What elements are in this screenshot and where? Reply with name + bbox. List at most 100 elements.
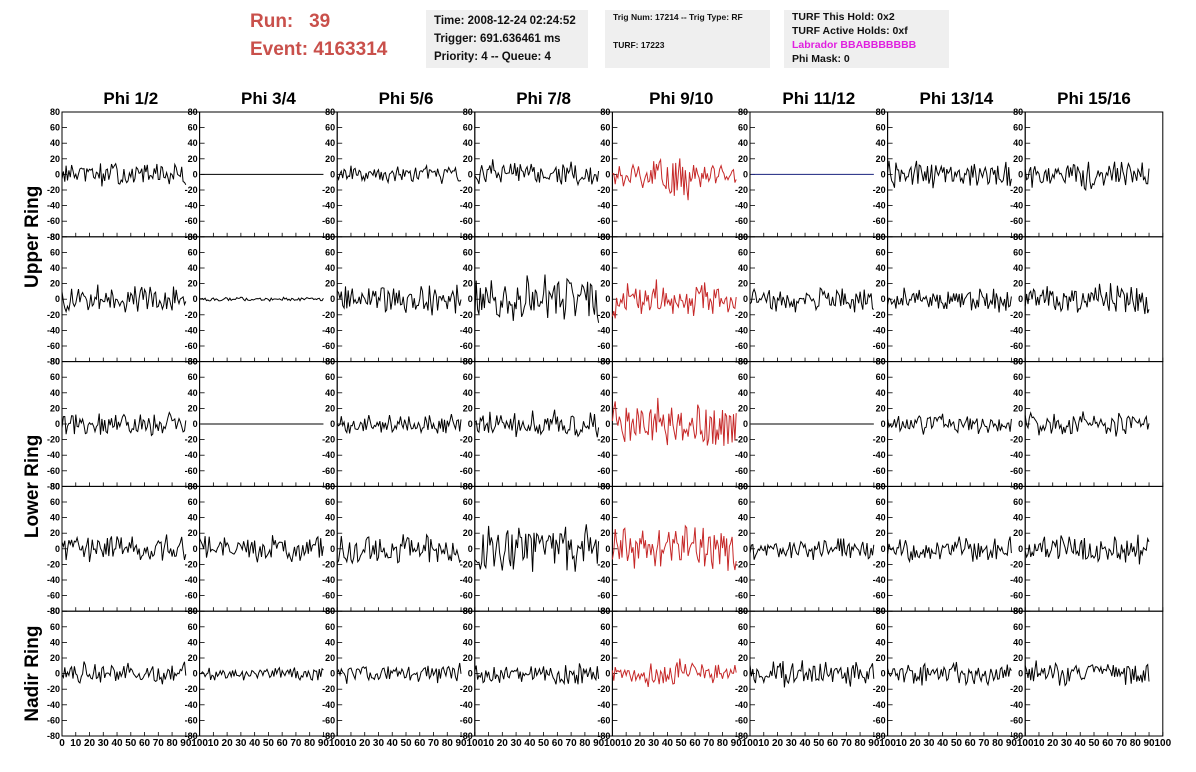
x-tick-label: 90 [180,738,192,749]
y-tick-label: 20 [50,528,60,538]
y-tick-label: 80 [1013,606,1023,616]
y-tick-label: 20 [188,403,198,413]
y-tick-label: 60 [50,372,60,382]
y-tick-label: 0 [468,419,473,429]
y-tick-label: 60 [876,247,886,257]
y-tick-label: 0 [743,169,748,179]
y-tick-label: -60 [735,466,748,476]
waveform-trace-r5-c2 [199,666,324,682]
y-tick-label: 20 [876,528,886,538]
x-tick-label: 100 [329,738,346,749]
x-tick-label: 90 [455,738,467,749]
waveform-panel [61,236,201,363]
y-tick-label: -20 [322,185,335,195]
y-tick-label: 20 [463,403,473,413]
y-tick-label: 0 [193,294,198,304]
y-tick-label: 40 [463,138,473,148]
x-tick-label: 40 [799,738,811,749]
y-tick-label: -60 [597,466,610,476]
waveform-trace-r2-c1 [61,284,187,314]
y-tick-label: 40 [600,263,610,273]
y-tick-label: 60 [1013,123,1023,133]
x-tick-label: 90 [868,738,880,749]
x-tick-label: 20 [84,738,96,749]
y-tick-label: -40 [185,700,198,710]
y-tick-label: 40 [600,138,610,148]
y-tick-label: 20 [1013,403,1023,413]
trigger-text: Trigger: 691.636461 ms [434,33,561,45]
y-tick-label: 40 [188,388,198,398]
y-tick-label: -40 [460,325,473,335]
y-tick-label: -40 [873,575,886,585]
waveform-trace-r3-c4 [474,409,600,438]
y-tick-label: -40 [873,700,886,710]
waveform-trace-r4-c3 [336,533,462,565]
waveform-trace-r1-c1 [61,162,187,187]
y-tick-label: -40 [1010,575,1023,585]
y-tick-label: -20 [597,559,610,569]
y-tick-label: -20 [735,185,748,195]
y-tick-label: 0 [330,169,335,179]
x-tick-label: 20 [222,738,234,749]
x-tick-label: 60 [552,738,564,749]
x-tick-label: 100 [1017,738,1034,749]
y-tick-label: 60 [738,497,748,507]
y-tick-label: 40 [600,513,610,523]
y-tick-label: -40 [185,201,198,211]
x-tick-label: 80 [717,738,729,749]
y-tick-label: 0 [743,544,748,554]
y-tick-label: -40 [322,450,335,460]
run-row: Run: 39 [250,8,387,36]
y-tick-label: -80 [735,731,748,741]
y-tick-label: 60 [325,497,335,507]
x-tick-label: 80 [855,738,867,749]
y-tick-label: -20 [460,684,473,694]
y-tick-label: 40 [50,513,60,523]
y-tick-label: -20 [735,684,748,694]
y-tick-label: 40 [325,513,335,523]
x-tick-label: 60 [414,738,426,749]
x-tick-label: 40 [662,738,674,749]
x-tick-label: 90 [1006,738,1018,749]
y-tick-label: -80 [873,731,886,741]
y-tick-label: -40 [47,575,60,585]
x-tick-label: 40 [1075,738,1087,749]
y-tick-label: 80 [1013,107,1023,117]
trig-panel: Trig Num: 17214 -- Trig Type: RF TURF: 1… [605,10,770,68]
y-tick-label: 60 [325,372,335,382]
y-tick-label: -20 [1010,559,1023,569]
y-tick-label: 60 [188,497,198,507]
y-tick-label: -40 [322,325,335,335]
y-tick-label: 40 [876,263,886,273]
x-tick-label: 100 [742,738,759,749]
y-tick-label: 60 [738,123,748,133]
y-tick-label: 80 [463,606,473,616]
x-tick-label: 90 [731,738,743,749]
column-header-5: Phi 9/10 [649,89,713,108]
ring-label-1: Upper Ring [22,186,43,288]
y-tick-label: -40 [460,700,473,710]
y-tick-label: 20 [463,154,473,164]
column-header-2: Phi 3/4 [241,89,296,108]
y-tick-label: -40 [47,700,60,710]
y-tick-label: 40 [1013,513,1023,523]
y-tick-label: -60 [460,466,473,476]
y-tick-label: 0 [1018,544,1023,554]
y-tick-label: -20 [460,310,473,320]
y-tick-label: 20 [600,154,610,164]
y-tick-label: 60 [50,622,60,632]
y-tick-label: 20 [188,653,198,663]
y-tick-label: -20 [597,185,610,195]
turf-panel: TURF This Hold: 0x2 TURF Active Holds: 0… [784,10,949,68]
waveform-trace-r4-c5 [611,524,737,571]
x-tick-label: 90 [593,738,605,749]
x-tick-label: 70 [566,738,578,749]
waveform-trace-r2-c8 [1024,283,1150,315]
x-tick-label: 50 [263,738,275,749]
y-tick-label: -40 [322,201,335,211]
y-tick-label: -20 [47,185,60,195]
x-tick-label: 60 [689,738,701,749]
x-tick-label: 60 [139,738,151,749]
y-tick-label: -20 [185,684,198,694]
y-tick-label: 40 [1013,637,1023,647]
